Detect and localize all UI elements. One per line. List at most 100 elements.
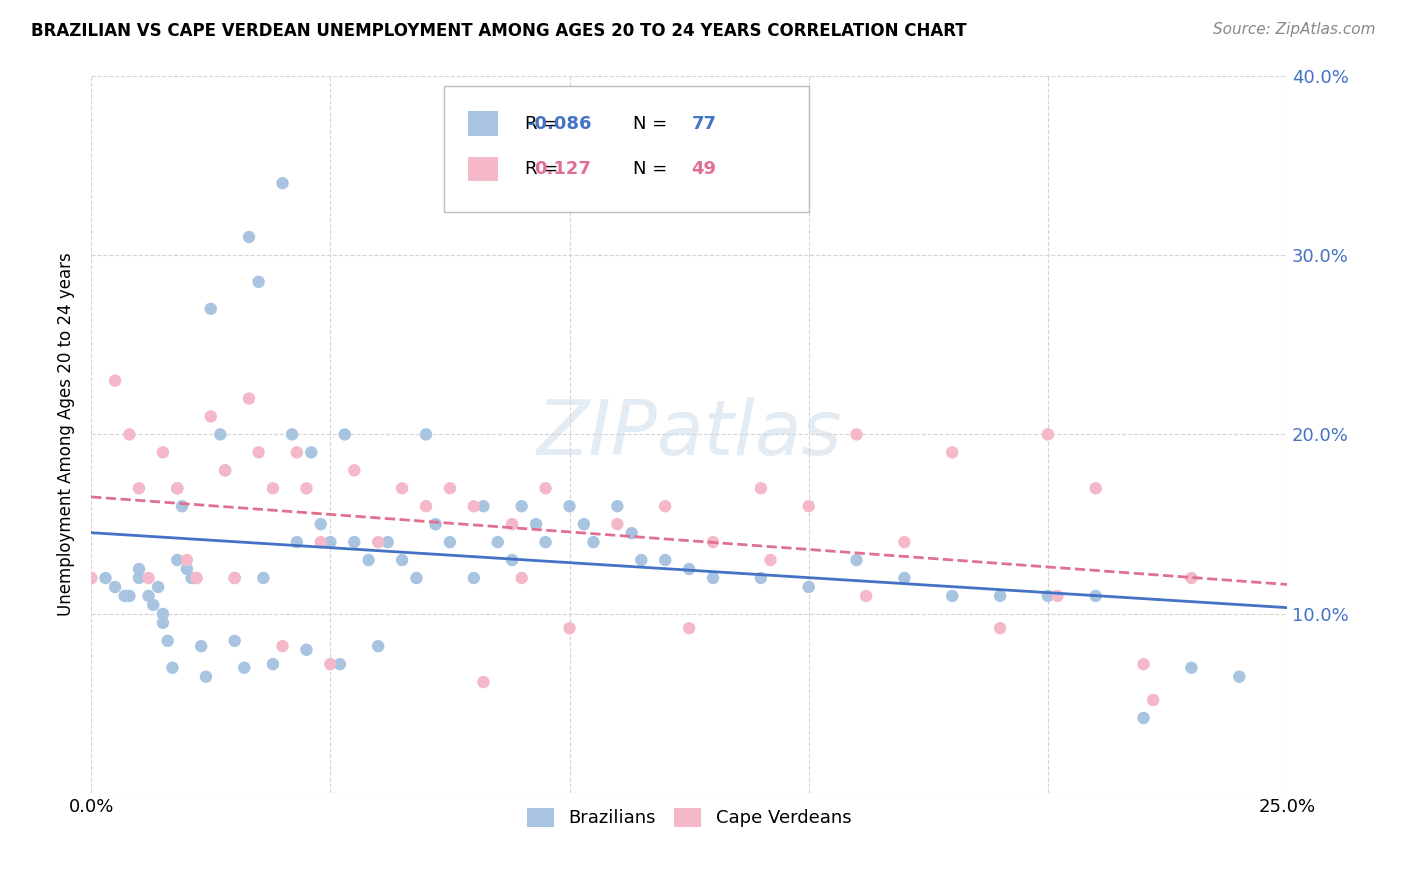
Point bbox=[285, 445, 308, 459]
Point bbox=[749, 481, 772, 495]
Point bbox=[309, 517, 332, 532]
Point bbox=[176, 553, 198, 567]
Point bbox=[797, 580, 820, 594]
Point bbox=[176, 562, 198, 576]
Point bbox=[510, 571, 533, 585]
Text: R =: R = bbox=[526, 114, 564, 133]
Point bbox=[152, 615, 174, 630]
Point bbox=[855, 589, 877, 603]
Point bbox=[463, 571, 485, 585]
Y-axis label: Unemployment Among Ages 20 to 24 years: Unemployment Among Ages 20 to 24 years bbox=[58, 252, 75, 616]
Point bbox=[224, 571, 246, 585]
Point bbox=[262, 481, 284, 495]
Point bbox=[190, 639, 212, 653]
Point bbox=[80, 571, 103, 585]
Text: ZIPatlas: ZIPatlas bbox=[537, 398, 842, 472]
Point bbox=[1036, 589, 1059, 603]
Point bbox=[606, 500, 628, 514]
Point bbox=[534, 481, 557, 495]
Text: BRAZILIAN VS CAPE VERDEAN UNEMPLOYMENT AMONG AGES 20 TO 24 YEARS CORRELATION CHA: BRAZILIAN VS CAPE VERDEAN UNEMPLOYMENT A… bbox=[31, 22, 966, 40]
Point bbox=[463, 500, 485, 514]
Point bbox=[180, 571, 202, 585]
Point bbox=[405, 571, 427, 585]
Point bbox=[329, 657, 352, 672]
Point bbox=[166, 553, 188, 567]
Point bbox=[319, 657, 342, 672]
Point bbox=[224, 633, 246, 648]
Point bbox=[309, 535, 332, 549]
Point bbox=[1180, 571, 1202, 585]
Point bbox=[941, 589, 963, 603]
Point bbox=[702, 571, 724, 585]
Point bbox=[152, 445, 174, 459]
Text: N =: N = bbox=[633, 114, 673, 133]
Point bbox=[94, 571, 117, 585]
Point bbox=[572, 517, 595, 532]
Text: 0.127: 0.127 bbox=[534, 160, 591, 178]
Point bbox=[152, 607, 174, 621]
Point bbox=[295, 642, 318, 657]
Point bbox=[214, 463, 236, 477]
Point bbox=[281, 427, 304, 442]
Point bbox=[1227, 670, 1250, 684]
Point bbox=[186, 571, 208, 585]
Point bbox=[128, 562, 150, 576]
Point bbox=[439, 481, 461, 495]
Point bbox=[558, 621, 581, 635]
Point bbox=[620, 526, 643, 541]
Point bbox=[439, 535, 461, 549]
Point bbox=[472, 675, 495, 690]
Point bbox=[678, 621, 700, 635]
Point bbox=[702, 535, 724, 549]
Point bbox=[1180, 661, 1202, 675]
Point bbox=[391, 553, 413, 567]
Point bbox=[238, 230, 260, 244]
Point bbox=[749, 571, 772, 585]
Point bbox=[166, 481, 188, 495]
Point bbox=[343, 535, 366, 549]
Point bbox=[524, 517, 547, 532]
Point bbox=[142, 598, 165, 612]
Point bbox=[200, 301, 222, 316]
Point bbox=[233, 661, 256, 675]
Point bbox=[606, 517, 628, 532]
Point bbox=[678, 562, 700, 576]
Text: Source: ZipAtlas.com: Source: ZipAtlas.com bbox=[1212, 22, 1375, 37]
Text: 49: 49 bbox=[692, 160, 717, 178]
Point bbox=[162, 661, 184, 675]
Point bbox=[501, 517, 523, 532]
Point bbox=[391, 481, 413, 495]
FancyBboxPatch shape bbox=[444, 87, 808, 212]
Point bbox=[1142, 693, 1164, 707]
Point bbox=[1084, 589, 1107, 603]
Point bbox=[367, 639, 389, 653]
Point bbox=[247, 275, 270, 289]
Point bbox=[1132, 657, 1154, 672]
Point bbox=[194, 670, 217, 684]
Point bbox=[501, 553, 523, 567]
Point bbox=[271, 639, 294, 653]
FancyBboxPatch shape bbox=[468, 157, 498, 181]
Point bbox=[510, 500, 533, 514]
Point bbox=[186, 571, 208, 585]
Point bbox=[472, 500, 495, 514]
Point bbox=[285, 535, 308, 549]
Point bbox=[845, 553, 868, 567]
Point bbox=[333, 427, 356, 442]
Point bbox=[415, 427, 437, 442]
Point bbox=[224, 571, 246, 585]
Point bbox=[941, 445, 963, 459]
Point bbox=[80, 571, 103, 585]
Point bbox=[357, 553, 380, 567]
Point bbox=[156, 633, 179, 648]
Point bbox=[415, 500, 437, 514]
Point bbox=[209, 427, 232, 442]
Point bbox=[534, 535, 557, 549]
Point bbox=[146, 580, 169, 594]
Point bbox=[486, 535, 509, 549]
Point bbox=[845, 427, 868, 442]
Point bbox=[238, 392, 260, 406]
Point bbox=[247, 445, 270, 459]
Point bbox=[295, 481, 318, 495]
Point bbox=[104, 374, 127, 388]
